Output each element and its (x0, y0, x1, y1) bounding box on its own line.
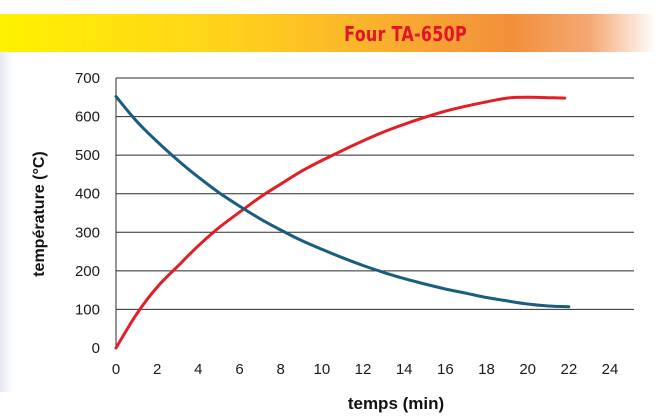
y-tick-label: 600 (75, 109, 100, 126)
x-tick-label: 24 (602, 361, 619, 378)
x-tick-label: 2 (153, 361, 161, 378)
y-tick-label: 700 (75, 70, 100, 87)
y-tick-label: 200 (75, 263, 100, 280)
y-tick-label: 400 (75, 186, 100, 203)
series-line-2 (114, 95, 571, 309)
chart-title: Four TA-650P (344, 22, 468, 46)
x-tick-label: 4 (194, 361, 202, 378)
y-tick-label: 0 (92, 340, 100, 357)
x-tick-labels: 0 2 4 6 8 10 12 14 16 18 20 22 24 (112, 361, 619, 378)
x-tick-label: 0 (112, 361, 120, 378)
x-tick-label: 8 (276, 361, 284, 378)
x-tick-label: 22 (560, 361, 577, 378)
y-tick-label: 500 (75, 147, 100, 164)
left-edge-shade (0, 52, 14, 392)
x-tick-label: 18 (478, 361, 495, 378)
x-tick-label: 20 (519, 361, 536, 378)
series-line-1 (114, 95, 567, 350)
y-axis-label: température (°C) (31, 151, 48, 277)
x-tick-label: 16 (437, 361, 454, 378)
gridlines (115, 77, 634, 348)
title-banner (0, 14, 656, 52)
x-tick-label: 12 (355, 361, 372, 378)
y-tick-labels: 0 100 200 300 400 500 600 700 (75, 70, 100, 357)
x-tick-label: 6 (235, 361, 243, 378)
x-tick-label: 14 (396, 361, 413, 378)
series-lines (114, 95, 571, 350)
x-axis-label: temps (min) (348, 394, 444, 413)
y-tick-label: 100 (75, 301, 100, 318)
y-tick-label: 300 (75, 224, 100, 241)
x-tick-label: 10 (313, 361, 330, 378)
